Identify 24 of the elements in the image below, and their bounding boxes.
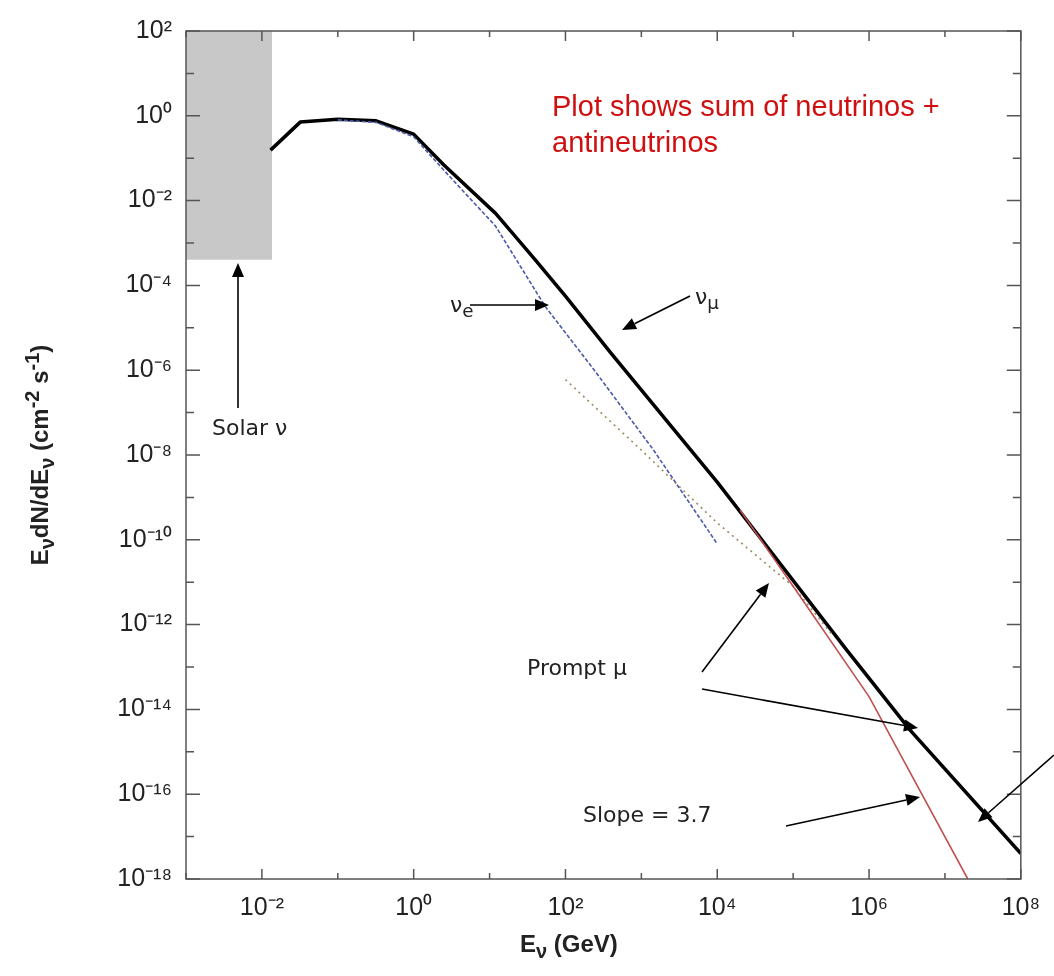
y-tick-label: 10⁻⁶	[125, 354, 172, 383]
annotation: Plot shows sum of neutrinos + antineutrinos	[552, 89, 941, 160]
text: ν$_{e}$	[450, 292, 474, 322]
y-tick-label: 10²	[135, 14, 172, 43]
x-tick-label: 10⁸	[1001, 891, 1040, 920]
x-tick-label: 10⁻²	[239, 891, 284, 920]
y-tick-label: 10⁻¹⁰	[118, 523, 172, 552]
y-tick-label: 10⁻¹⁸	[117, 862, 172, 891]
annotation: Prompt μ	[527, 655, 627, 680]
y-tick-label: 10⁻¹²	[119, 608, 172, 637]
y-tick-label: 10⁻¹⁶	[117, 778, 172, 807]
y-tick-label: 10⁻⁴	[125, 269, 172, 298]
x-tick-label: 10²	[547, 891, 584, 920]
x-tick-label: 10⁴	[697, 891, 737, 920]
y-tick-label: 10⁻⁸	[125, 438, 172, 467]
y-tick-label: 10⁻²	[127, 184, 172, 213]
annotation: Solar ν	[212, 415, 288, 440]
legend-label: ν$_{μ}$	[695, 284, 719, 314]
y-tick-label: 10⁻¹⁴	[117, 693, 172, 722]
x-tick-label: 10⁰	[395, 891, 433, 920]
x-axis-title: E$_{ν}$ (GeV)	[520, 930, 618, 963]
x-tick-label: 10⁶	[849, 891, 889, 920]
y-tick-label: 10⁰	[135, 99, 172, 128]
annotation: Slope = 3.7	[583, 802, 712, 827]
